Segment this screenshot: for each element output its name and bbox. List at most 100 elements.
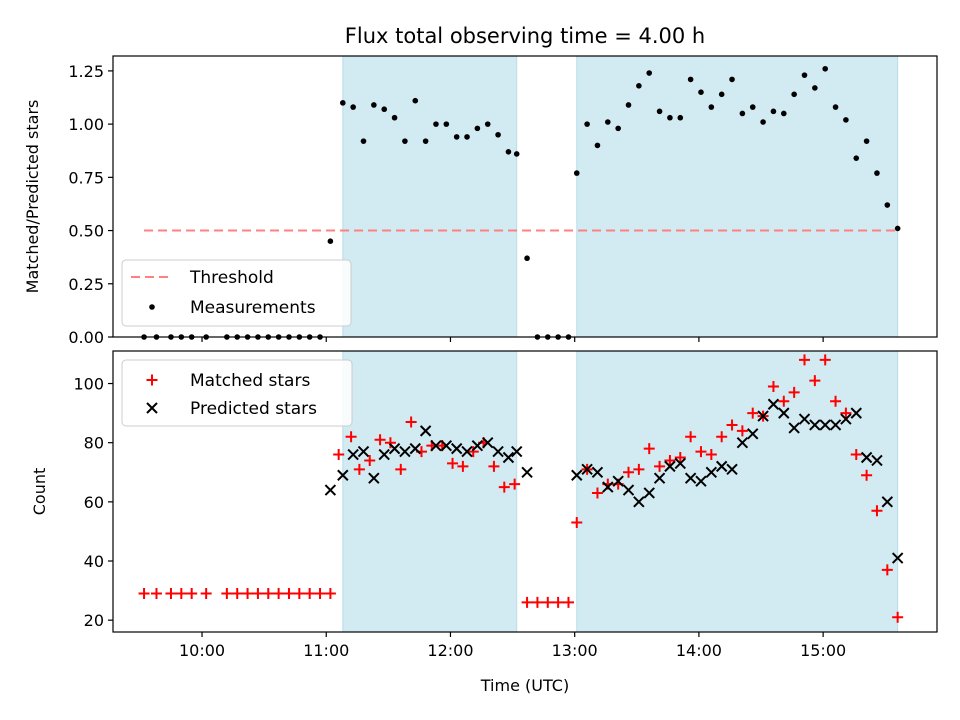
- matched-point: [850, 449, 862, 461]
- predicted-point: [643, 487, 655, 499]
- matched-point: [345, 431, 357, 443]
- matched-point: [633, 463, 645, 475]
- matched-point: [705, 449, 717, 461]
- matched-point: [695, 446, 707, 458]
- x-tick-label: 15:00: [800, 641, 846, 660]
- matched-point: [881, 564, 893, 576]
- matched-point: [542, 596, 554, 608]
- matched-point: [314, 588, 326, 600]
- matched-point: [273, 588, 285, 600]
- x-tick-label: 12:00: [427, 641, 473, 660]
- matched-point: [200, 588, 212, 600]
- predicted-point: [633, 496, 645, 508]
- observing-window-1: [342, 350, 518, 633]
- predicted-point: [511, 445, 523, 458]
- predicted-point: [430, 439, 442, 452]
- x-axis-title: Time (UTC): [480, 676, 569, 695]
- x-tick-label: 14:00: [676, 641, 722, 660]
- measurement-point: [843, 117, 849, 123]
- predicted-point: [399, 445, 411, 458]
- y-tick-label: 20: [84, 611, 104, 630]
- y-tick-label: 0.00: [68, 328, 104, 347]
- predicted-point: [767, 398, 780, 410]
- matched-point: [231, 588, 243, 600]
- matched-point: [830, 395, 842, 407]
- measurement-point: [832, 104, 839, 110]
- predicted-point: [571, 469, 583, 481]
- y-tick-label: 0.25: [68, 275, 104, 294]
- y-tick-label: 1.00: [68, 115, 104, 134]
- matched-point: [562, 596, 574, 608]
- matched-point: [861, 469, 873, 481]
- measurement-point: [801, 72, 808, 78]
- predicted-point: [736, 436, 749, 449]
- chart-title: Flux total observing time = 4.00 h: [345, 24, 705, 48]
- measurement-point: [749, 104, 756, 110]
- legend-measurements-label: Measurements: [190, 298, 316, 318]
- predicted-point: [881, 496, 894, 508]
- measurement-point: [402, 138, 408, 144]
- measurement-point: [327, 238, 334, 245]
- legend-matched-label: Matched stars: [190, 371, 310, 391]
- matched-point: [242, 588, 254, 600]
- series-measurements: [141, 65, 901, 340]
- y-tick-label: 100: [73, 375, 104, 394]
- matched-point: [221, 588, 233, 600]
- axes-frame: [112, 55, 938, 338]
- predicted-point: [602, 481, 614, 493]
- y-axis-title: Count: [30, 468, 49, 516]
- measurement-point: [667, 114, 673, 121]
- legend-matched-swatch: [146, 374, 158, 386]
- matched-point: [447, 457, 459, 469]
- measurement-point: [453, 134, 460, 140]
- measurement-point: [594, 142, 601, 149]
- measurement-point: [474, 125, 481, 132]
- predicted-point: [482, 436, 494, 449]
- matched-point: [685, 431, 697, 443]
- predicted-point: [798, 413, 811, 425]
- matched-point: [498, 481, 510, 493]
- measurement-point: [513, 151, 520, 157]
- predicted-point: [778, 407, 790, 419]
- predicted-point: [871, 454, 883, 467]
- y-tick-label: 1.25: [68, 62, 104, 81]
- matched-point: [175, 588, 187, 600]
- matched-point: [252, 588, 264, 600]
- matched-point: [262, 588, 274, 600]
- matched-point: [674, 451, 686, 463]
- measurement-point: [770, 108, 777, 115]
- matched-point: [138, 588, 150, 600]
- matched-point: [283, 588, 295, 600]
- predicted-point: [450, 442, 463, 455]
- predicted-point: [324, 484, 337, 496]
- y-tick-label: 40: [84, 552, 104, 571]
- matched-point: [809, 375, 821, 387]
- matched-point: [405, 416, 417, 428]
- predicted-point: [860, 451, 873, 464]
- measurement-point: [615, 125, 621, 132]
- matched-point: [747, 407, 759, 419]
- measurements-panel: 0.00 0.25 0.50 0.75 1.00 1.25 Matched/Predicte…: [23, 55, 938, 347]
- predicted-point: [440, 439, 453, 452]
- measurement-point: [433, 121, 439, 127]
- predicted-point: [819, 419, 831, 431]
- predicted-point: [705, 466, 718, 478]
- predicted-point: [378, 448, 390, 461]
- y-tick-label: 0.75: [68, 168, 104, 187]
- predicted-point: [829, 419, 842, 431]
- matched-point: [767, 380, 779, 392]
- predicted-point: [521, 466, 533, 478]
- matched-point: [788, 386, 800, 398]
- x-tick-label: 10:00: [179, 641, 225, 660]
- y-tick-label: 0.50: [68, 222, 104, 241]
- predicted-point: [747, 428, 759, 440]
- measurement-point: [718, 91, 725, 98]
- matched-point: [324, 588, 336, 600]
- predicted-point: [419, 425, 432, 437]
- predicted-point: [684, 472, 697, 484]
- predicted-point: [674, 457, 686, 470]
- measurement-point: [443, 121, 450, 127]
- measurement-point: [677, 114, 684, 121]
- measurement-point: [464, 134, 470, 140]
